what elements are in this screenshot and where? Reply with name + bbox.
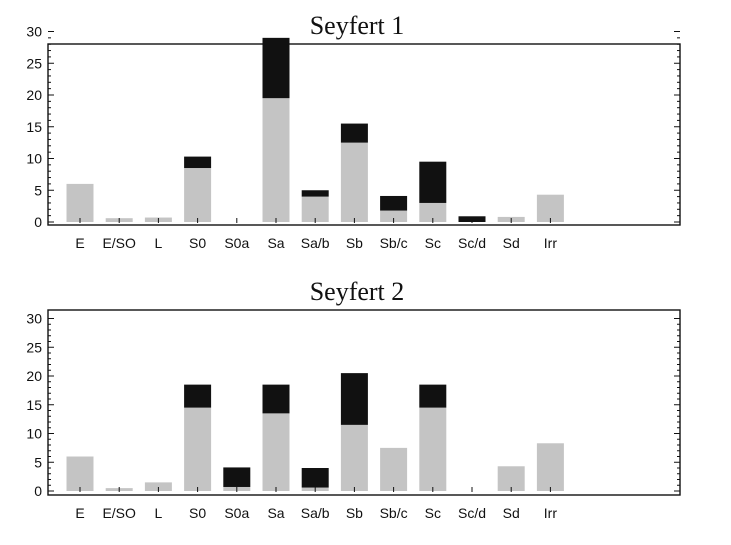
bar-lower-sa	[262, 98, 290, 222]
bar-upper-sb	[340, 373, 368, 425]
y-tick-label: 10	[26, 151, 42, 167]
x-tick-label: E	[75, 505, 84, 521]
x-axis: E E/SO L S0 S0a Sa Sa/b Sb Sb/c Sc Sc/d Sd Irr	[75, 505, 557, 521]
bar-lower-sa	[262, 413, 290, 491]
x-axis: E E/SO L S0 S0a Sa Sa/b Sb Sb/c Sc Sc/d Sd Irr	[75, 235, 557, 251]
bar-upper-sb	[340, 123, 368, 143]
x-tick-label: Sc/d	[458, 505, 486, 521]
bar-lower-s0	[184, 407, 212, 491]
bar-upper-s0	[184, 384, 212, 408]
x-tick-label: Sa/b	[301, 235, 330, 251]
bar-lower-sbc	[380, 210, 408, 222]
y-tick-label: 15	[26, 119, 42, 135]
x-tick-label: Sb	[346, 235, 363, 251]
bars	[66, 373, 564, 492]
bar-lower-irr	[536, 194, 564, 222]
bar-upper-s0	[184, 156, 212, 169]
x-tick-label: E	[75, 235, 84, 251]
bar-upper-sa	[262, 37, 290, 99]
seyfert2-panel: Seyfert 2 0 5 10 15 20 25 30 E E/SO L S0 S0a Sa Sa/b…	[26, 277, 681, 521]
x-tick-label: Sb/c	[380, 505, 408, 521]
x-tick-label: L	[155, 235, 163, 251]
y-tick-label: 30	[26, 311, 42, 327]
x-tick-label: S0a	[224, 505, 249, 521]
y-tick-label: 20	[26, 87, 42, 103]
x-tick-label: Sb	[346, 505, 363, 521]
y-tick-label: 5	[34, 182, 42, 198]
x-tick-label: L	[155, 505, 163, 521]
bar-lower-sb	[340, 142, 368, 222]
y-tick-label: 15	[26, 397, 42, 413]
y-axis: 0 5 10 15 20 25 30	[26, 311, 680, 499]
bar-lower-sb	[340, 424, 368, 491]
seyfert1-panel: Seyfert 1 0 5 10 15 20 25 30 E E/SO L S0 S0a Sa Sa/b…	[26, 11, 681, 251]
y-tick-label: 25	[26, 339, 42, 355]
bar-lower-sd	[497, 466, 525, 491]
bar-upper-sc	[419, 161, 447, 203]
y-tick-label: 0	[34, 483, 42, 499]
y-tick-label: 0	[34, 214, 42, 230]
bars	[66, 37, 564, 223]
x-tick-label: Irr	[544, 235, 558, 251]
x-tick-label: Sd	[503, 235, 520, 251]
bar-lower-e	[66, 183, 94, 222]
y-tick-label: 20	[26, 368, 42, 384]
bar-lower-sc	[419, 202, 447, 222]
x-tick-label: Sb/c	[380, 235, 408, 251]
x-tick-label: Sd	[503, 505, 520, 521]
x-tick-label: Sa/b	[301, 505, 330, 521]
bar-upper-s0a	[223, 467, 251, 487]
chart-title: Seyfert 1	[310, 11, 405, 40]
y-tick-label: 5	[34, 454, 42, 470]
y-axis: 0 5 10 15 20 25 30	[26, 24, 680, 230]
bar-lower-sc	[419, 407, 447, 491]
x-tick-label: Sc	[425, 235, 441, 251]
x-tick-label: Irr	[544, 505, 558, 521]
bar-upper-sab	[301, 468, 329, 488]
plot-frame	[47, 309, 681, 496]
y-tick-label: 25	[26, 55, 42, 71]
bar-lower-e	[66, 456, 94, 491]
bar-upper-sa	[262, 384, 290, 414]
chart-title: Seyfert 2	[310, 277, 405, 306]
x-tick-label: S0	[189, 505, 206, 521]
x-tick-label: E/SO	[102, 235, 136, 251]
x-tick-label: S0	[189, 235, 206, 251]
bar-lower-sab	[301, 196, 329, 222]
x-tick-label: S0a	[224, 235, 249, 251]
x-tick-label: Sc/d	[458, 235, 486, 251]
bar-upper-sc	[419, 384, 447, 408]
bar-upper-sab	[301, 190, 329, 197]
x-tick-label: Sc	[425, 505, 441, 521]
bar-upper-sbc	[380, 195, 408, 211]
y-tick-label: 30	[26, 24, 42, 40]
x-tick-label: Sa	[267, 505, 284, 521]
x-tick-label: Sa	[267, 235, 284, 251]
bar-lower-s0	[184, 168, 212, 222]
y-tick-label: 10	[26, 426, 42, 442]
bar-lower-l	[144, 482, 172, 491]
bar-lower-irr	[536, 443, 564, 491]
bar-lower-sbc	[380, 447, 408, 491]
x-tick-label: E/SO	[102, 505, 136, 521]
plot-frame	[47, 43, 681, 226]
